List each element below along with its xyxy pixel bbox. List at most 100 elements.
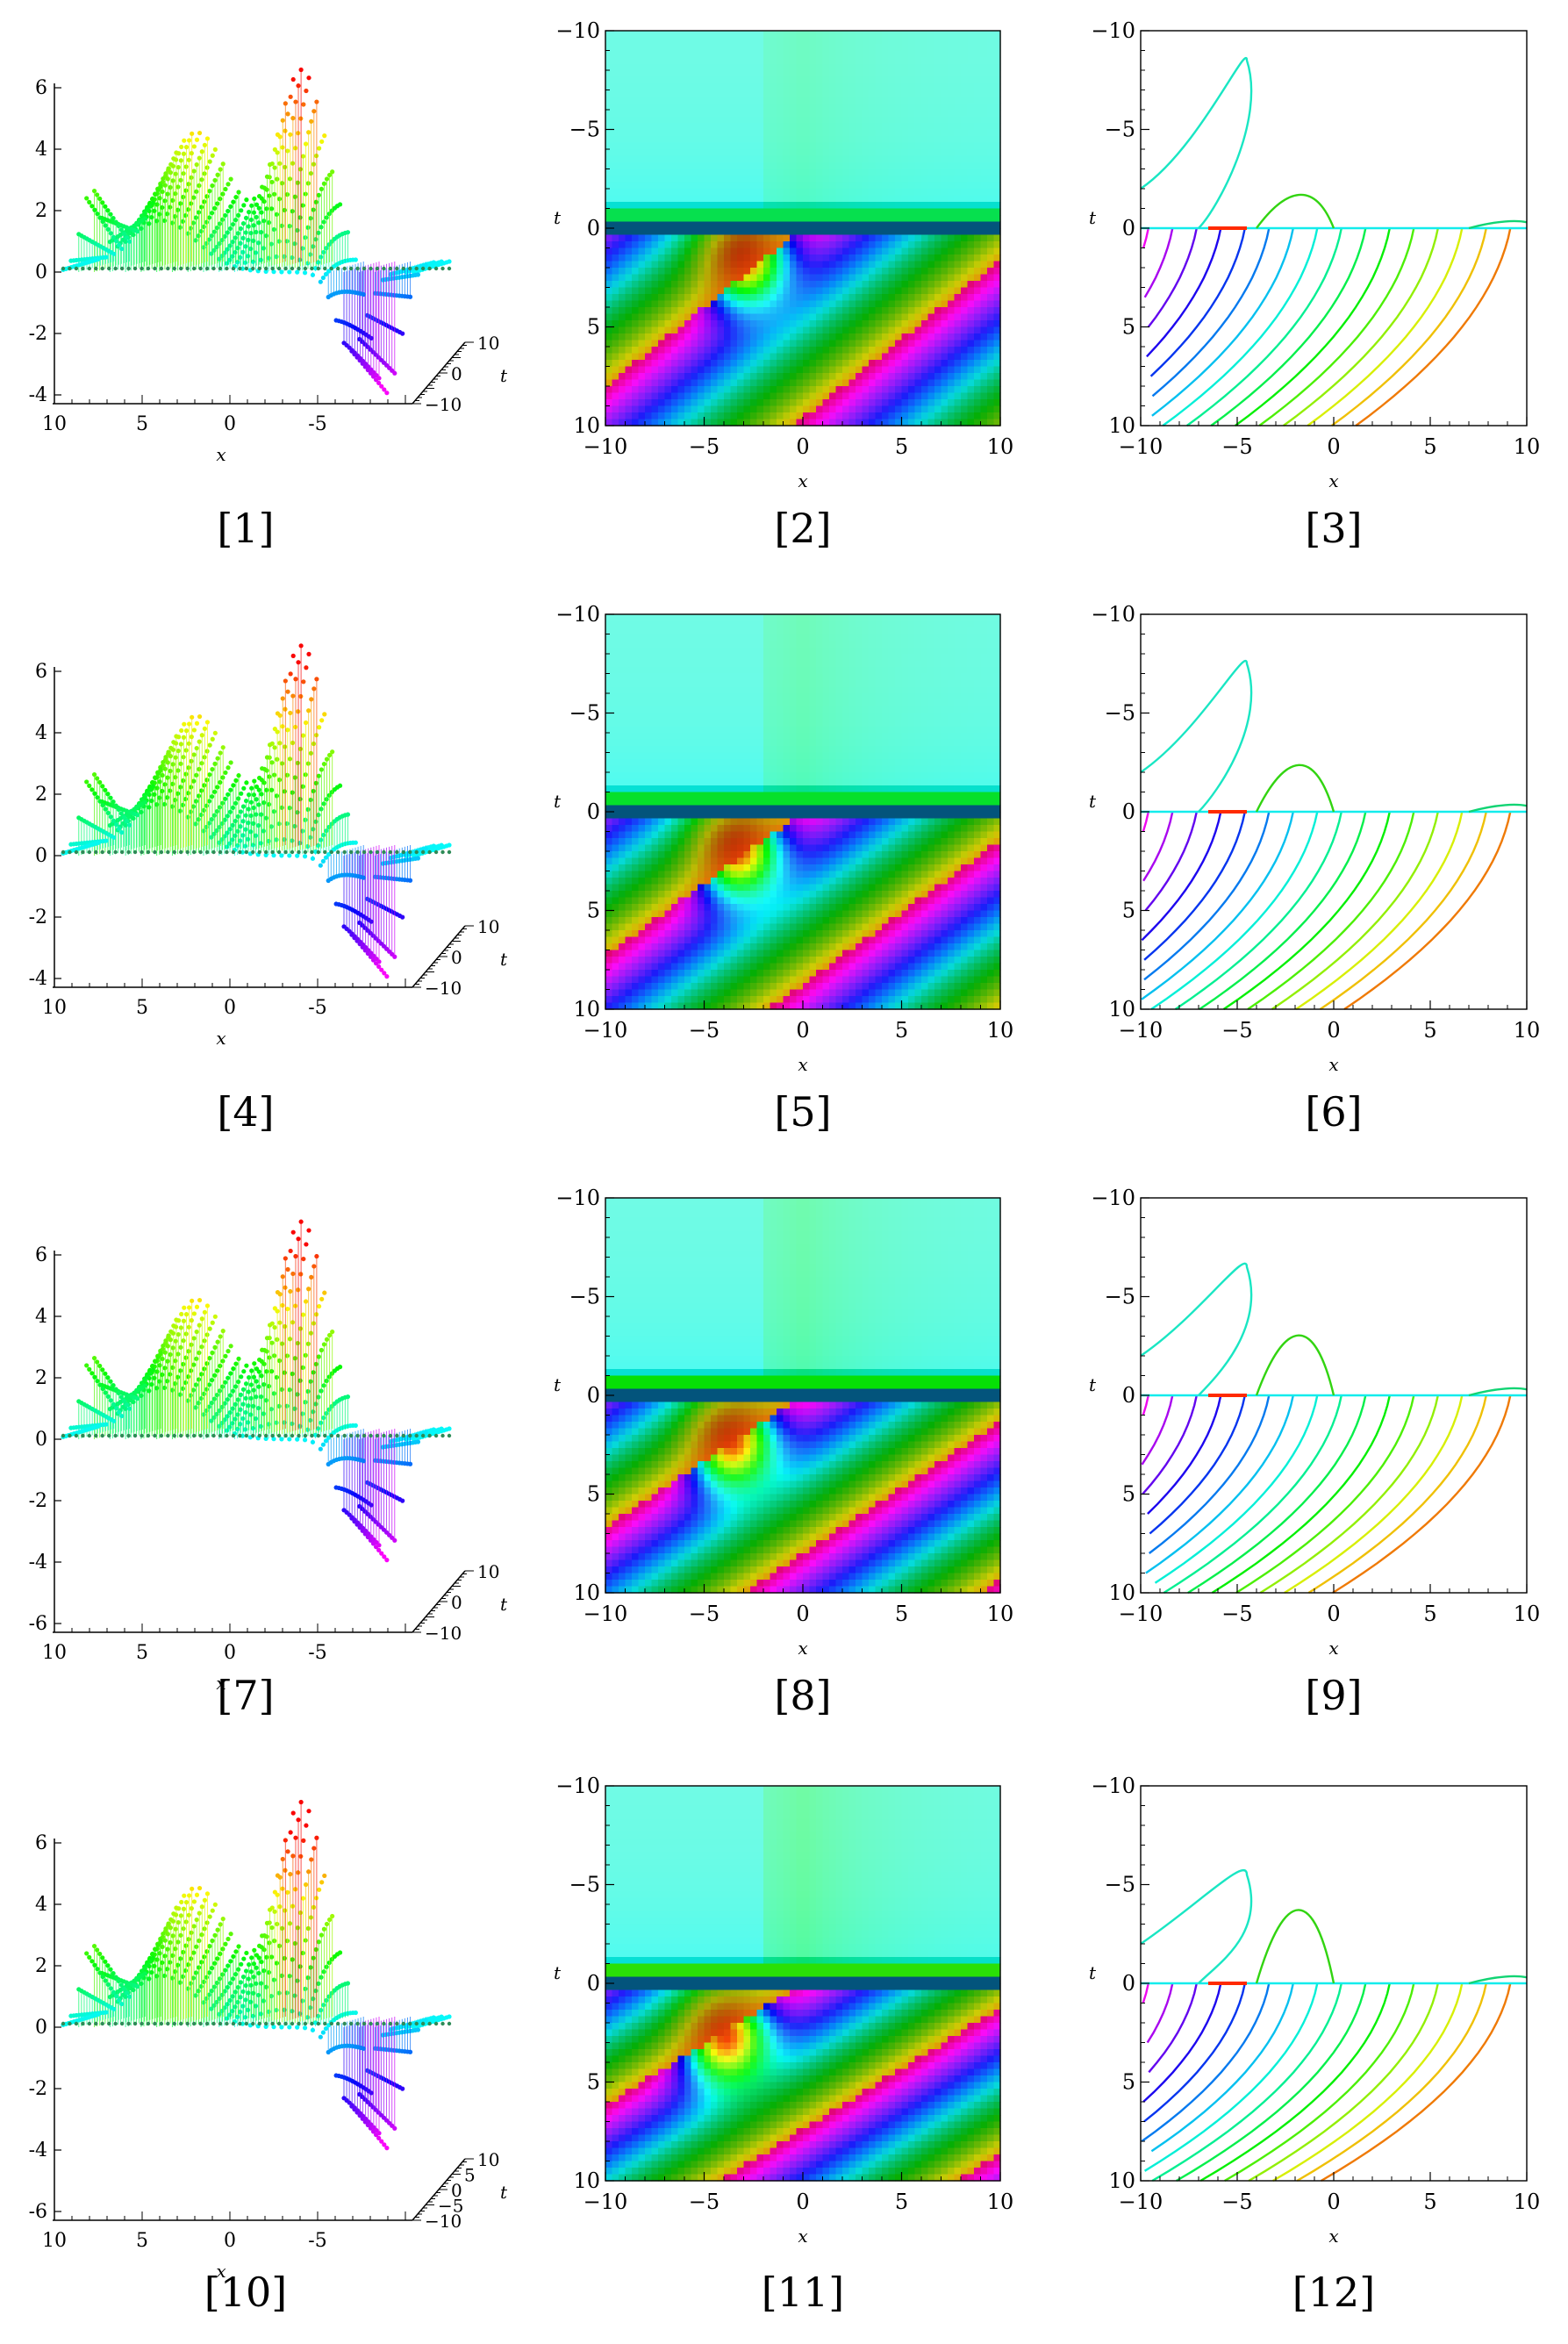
x-tick-label: 0 [1327,1018,1340,1043]
z-tick-label: 0 [35,2017,47,2039]
contour-line [1271,811,1439,1010]
density-image [605,1786,1001,2182]
x-tick-label: 0 [1327,1602,1340,1626]
x-axis-label: x [798,1638,807,1659]
x-axis-label: x [1328,1638,1338,1659]
t-tick-label: −5 [438,2196,463,2217]
x-tick-label: 0 [1327,2190,1340,2214]
contour-line [1307,1394,1487,1595]
x-tick-label: 0 [224,1642,236,1664]
y-tick-label: −10 [1091,1774,1135,1798]
y-axis-label: t [1089,1374,1097,1395]
surface-plot-4: 6 4 2 0 -2 -4 10 5 0 -5 x 10 0 −10 t [0,584,508,1075]
density-plot-8: −10 −10 −5 −5 0 0 5 5 10 10 x t [518,1167,1013,1694]
contour-line [1142,1394,1149,1416]
x-tick-label: 0 [796,2190,809,2214]
z-tick-label: -2 [29,323,47,345]
t-tick-label: −10 [425,394,462,415]
x-tick-label: 0 [224,413,236,435]
z-tick-label: 6 [35,1244,47,1266]
y-tick-label: 0 [1122,799,1135,824]
y-tick-label: 10 [1108,2168,1135,2193]
x-tick-label: -5 [308,997,326,1019]
contour-line [1235,1394,1415,1595]
y-axis-label: t [554,1374,562,1395]
y-tick-label: −5 [569,1285,600,1309]
y-tick-label: −10 [1091,602,1135,627]
x-tick-label: 5 [1423,2190,1436,2214]
y-axis-label: t [554,207,562,228]
x-tick-label: −5 [689,2190,720,2214]
contour-line [1272,1982,1464,2183]
y-tick-label: 5 [587,2070,600,2095]
contour-line [1468,803,1528,814]
z-tick-label: -2 [29,907,47,928]
x-tick-label: 10 [1514,2190,1541,2214]
contour-line [1141,811,1294,1000]
contour-line [1142,811,1149,832]
contour-line [1199,1982,1391,2183]
contour-line [1142,1982,1149,2004]
contour-line [1284,1394,1464,1595]
density-image [605,614,1001,1010]
z-tick-label: 2 [35,784,47,806]
y-axis-label: t [1089,791,1097,812]
contour-line [1143,1982,1319,2172]
x-tick-label: 10 [987,1018,1014,1043]
x-tick-label: 5 [136,1642,148,1664]
contour-line [1259,1394,1439,1595]
x-tick-label: 10 [987,2190,1014,2214]
panel-caption: [7] [217,1672,275,1719]
y-tick-label: −5 [1105,1873,1135,1897]
contour-line [1140,56,1253,229]
contour-line [1154,1394,1319,1584]
contour-line [1186,227,1342,427]
surface-plot-10: 6 4 2 0 -2 -4 -6 10 5 0 -5 x 10 5 0 −5 −10 t [0,1755,508,2282]
y-tick-label: 10 [573,1581,600,1605]
y-tick-label: −5 [1105,701,1135,726]
density-plot-2: −10 −10 −5 −5 0 0 5 5 10 10 x t [518,0,1013,527]
x-tick-label: −5 [1221,1018,1252,1043]
contour-line [1148,1982,1198,2074]
z-tick-label: 6 [35,661,47,683]
z-tick-label: -2 [29,1490,47,1512]
contour-line [1187,1394,1367,1595]
t-tick-label: 0 [451,947,462,968]
y-tick-label: −10 [1091,18,1135,43]
panel-caption: [12] [1292,2269,1376,2316]
contour-lines [1140,56,1528,427]
y-tick-label: −10 [555,18,600,43]
x-axis-label: x [798,1054,807,1075]
contour-line [1176,1982,1367,2183]
y-tick-label: 10 [573,413,600,438]
x-axis-label: x [216,444,226,465]
x-tick-label: 5 [1423,434,1436,459]
t-tick-label: 10 [477,1561,499,1582]
contour-line [1140,660,1253,813]
x-tick-label: 5 [136,413,148,435]
y-tick-label: −10 [1091,1186,1135,1210]
x-tick-label: 5 [895,434,908,459]
x-tick-label: -5 [308,2230,326,2252]
contour-line [1224,1982,1415,2183]
t-axis-label: t [500,2182,508,2203]
panel-caption: [4] [217,1088,275,1136]
x-tick-label: 5 [1423,1018,1436,1043]
x-tick-label: 10 [42,1642,67,1664]
x-tick-label: −10 [1119,1018,1163,1043]
y-tick-label: 10 [573,2168,600,2193]
z-tick-label: 0 [35,845,47,867]
y-tick-label: 0 [587,1383,600,1408]
contour-line [1149,227,1246,377]
x-tick-label: −10 [1119,2190,1163,2214]
t-tick-label: −10 [425,978,462,999]
x-axis-label: x [1328,470,1338,491]
x-tick-label: 5 [895,2190,908,2214]
z-tick-label: 4 [35,139,47,161]
z-tick-label: 2 [35,1367,47,1389]
y-tick-label: 10 [1108,997,1135,1021]
contour-line [1468,1975,1528,1985]
contour-line [1210,227,1367,427]
surface-mesh [61,643,452,979]
panel-caption: [1] [217,505,275,552]
